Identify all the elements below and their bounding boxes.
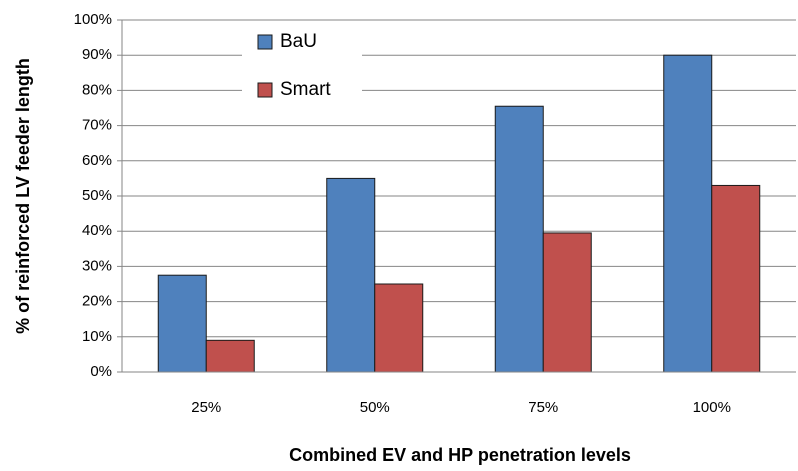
bar	[326, 177, 376, 373]
y-tick-label: 60%	[82, 152, 112, 169]
bar	[494, 105, 544, 373]
y-tick-label: 100%	[74, 11, 112, 28]
y-tick-label: 10%	[82, 328, 112, 345]
x-tick-label: 75%	[528, 399, 558, 416]
y-tick-label: 50%	[82, 187, 112, 204]
y-tick-label: 80%	[82, 81, 112, 98]
bar	[374, 283, 424, 373]
y-tick-label: 90%	[82, 46, 112, 63]
x-axis-title: Combined EV and HP penetration levels	[289, 445, 631, 465]
y-tick-label: 40%	[82, 222, 112, 239]
y-tick-label: 70%	[82, 117, 112, 134]
legend-swatch	[257, 34, 273, 50]
y-axis-title: % of reinforced LV feeder length	[13, 58, 33, 334]
bar	[663, 54, 713, 373]
y-tick-label: 30%	[82, 257, 112, 274]
legend-swatch	[257, 82, 273, 98]
x-tick-label: 50%	[360, 399, 390, 416]
x-tick-label: 100%	[693, 399, 731, 416]
bar	[205, 339, 255, 373]
legend-label: Smart	[280, 79, 331, 100]
x-tick-label: 25%	[191, 399, 221, 416]
y-tick-label: 20%	[82, 293, 112, 310]
bar	[711, 184, 761, 373]
bar	[542, 232, 592, 373]
bar	[157, 274, 207, 373]
legend-label: BaU	[280, 31, 317, 52]
y-tick-label: 0%	[90, 363, 112, 380]
